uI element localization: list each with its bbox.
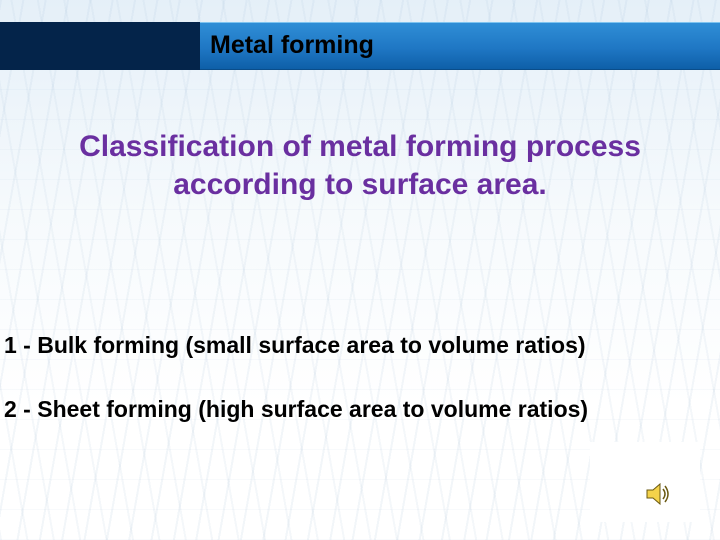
slide-title: Metal forming [210, 22, 374, 69]
list-item: 1 - Bulk forming (small surface area to … [4, 332, 586, 359]
slide-subtitle: Classification of metal forming process … [0, 128, 720, 203]
subtitle-line-1: Classification of metal forming process [79, 130, 641, 163]
title-bar: Metal forming [0, 22, 720, 70]
list-item: 2 - Sheet forming (high surface area to … [4, 396, 588, 423]
title-bar-dark-block [0, 22, 200, 70]
subtitle-line-2: according to surface area. [173, 168, 546, 201]
speaker-icon [644, 480, 672, 508]
